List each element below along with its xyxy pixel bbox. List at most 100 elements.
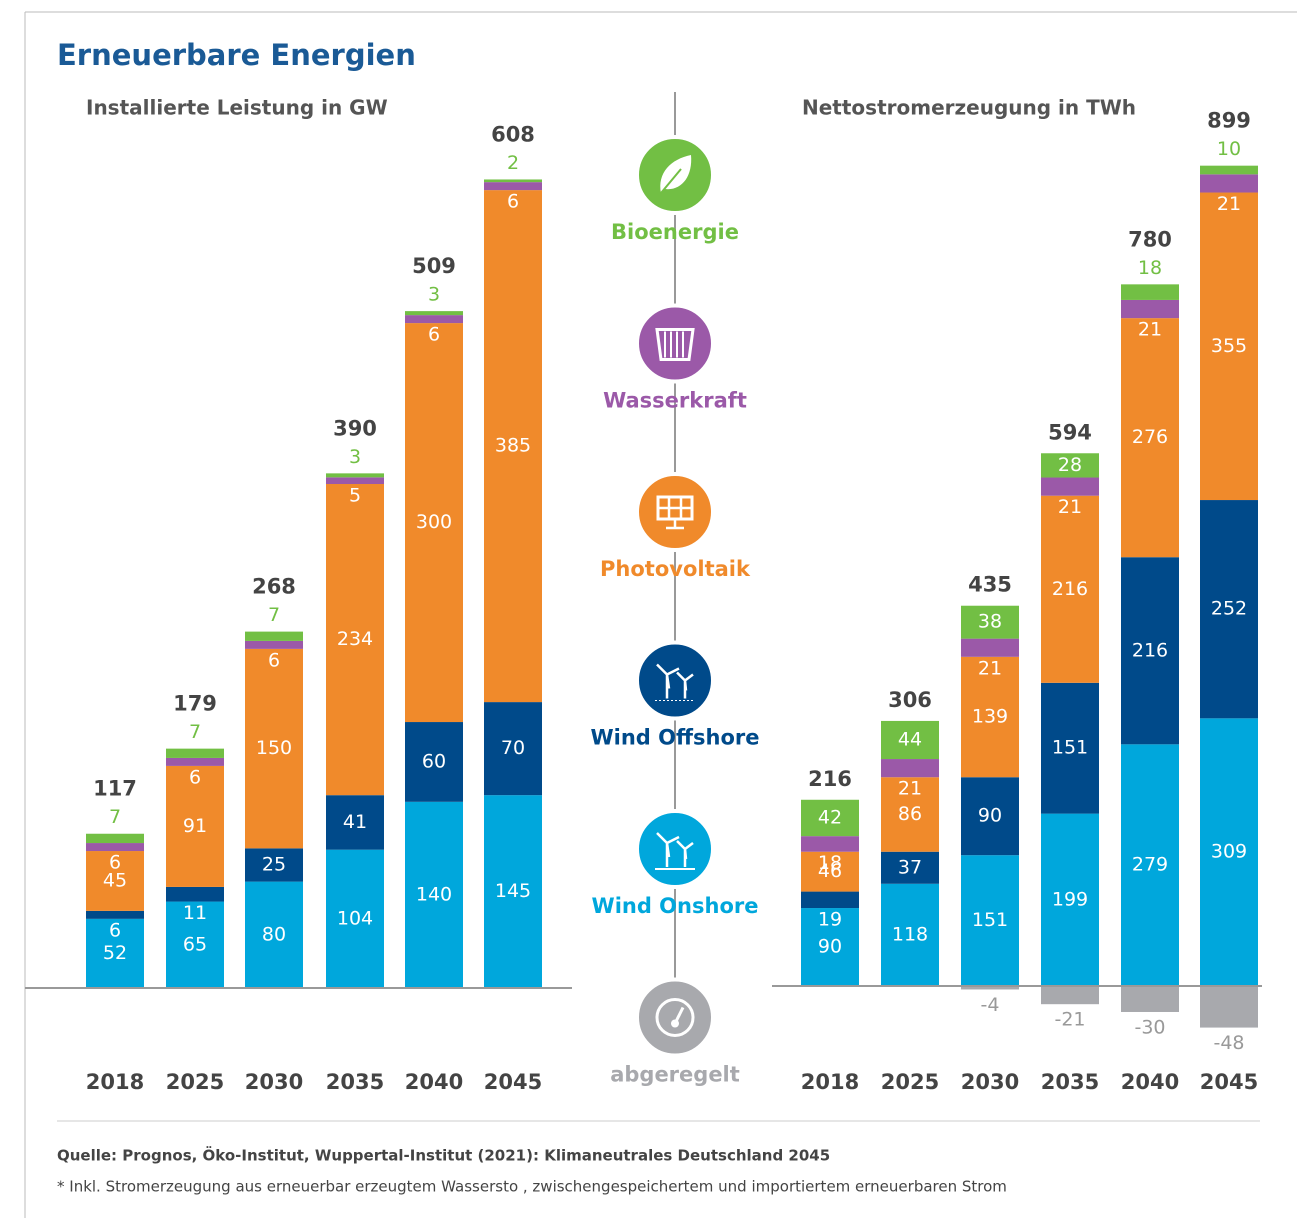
x-tick-label: 2045 — [1200, 1070, 1258, 1094]
bar-segment — [801, 799, 859, 837]
bar-segment: Photovoltaik — [86, 851, 144, 911]
bar-segment — [881, 777, 939, 852]
legend-icon — [635, 472, 715, 552]
value-label: 11 — [183, 902, 207, 924]
footnote: * Inkl. Stromerzeugung aus erneuerbar er… — [57, 1178, 1007, 1196]
value-label: 150 — [256, 737, 292, 759]
value-label: 2 — [507, 152, 519, 174]
legend-circle — [635, 472, 715, 552]
bar-segment — [1200, 500, 1258, 719]
bar-segment: Bioenergie — [326, 473, 384, 478]
bar-segment — [801, 908, 859, 986]
bar-segment — [961, 855, 1019, 986]
total-label: 435 — [968, 573, 1012, 597]
value-label: 19 — [818, 909, 842, 931]
total-label: 509 — [412, 254, 456, 278]
x-tick-label: 2040 — [405, 1070, 463, 1094]
legend-icon — [635, 640, 715, 721]
bar-segment — [1041, 682, 1099, 814]
bar-segment — [1200, 174, 1258, 193]
legend-label: Wind Onshore — [592, 894, 759, 918]
value-label: 252 — [1211, 598, 1247, 620]
value-label: 355 — [1211, 335, 1247, 357]
bar-segment — [1041, 495, 1099, 683]
value-label: 91 — [183, 815, 207, 837]
value-label: 7 — [268, 604, 280, 626]
bar-segment: Bioenergie — [86, 833, 144, 844]
bar-segment: Photovoltaik — [166, 765, 224, 887]
value-label: 385 — [495, 435, 531, 457]
bar-segment: Wasserkraft — [245, 640, 303, 649]
total-label: 899 — [1207, 109, 1251, 133]
value-label: 90 — [978, 805, 1002, 827]
total-label: 390 — [333, 416, 377, 440]
value-label: 41 — [343, 811, 367, 833]
bar-segment — [1041, 477, 1099, 496]
x-tick-label: 2045 — [484, 1070, 542, 1094]
bar-segment — [961, 777, 1019, 856]
value-label: 300 — [416, 511, 452, 533]
bar-segment — [1121, 318, 1179, 558]
value-label: 25 — [262, 853, 286, 875]
legend-circle — [635, 977, 715, 1058]
x-tick-label: 2025 — [881, 1070, 939, 1094]
total-label: 594 — [1048, 420, 1092, 444]
value-label: 70 — [501, 737, 525, 759]
bar-segment — [801, 836, 859, 852]
bar-segment — [1041, 813, 1099, 986]
value-label: 45 — [103, 869, 127, 891]
value-label: 86 — [898, 803, 922, 825]
value-label: 6 — [189, 766, 201, 788]
bar-segment — [1121, 284, 1179, 300]
value-label: 309 — [1211, 841, 1247, 863]
value-label: 7 — [189, 721, 201, 743]
bar-segment — [961, 986, 1019, 990]
x-tick-label: 2030 — [245, 1070, 303, 1094]
bar-segment: Wind Onshore — [405, 801, 463, 988]
value-label: 44 — [898, 728, 922, 750]
x-tick-label: 2035 — [326, 1070, 384, 1094]
subtitle: Installierte Leistung in GW — [86, 96, 388, 120]
value-label: 276 — [1132, 426, 1168, 448]
value-label: 6 — [507, 191, 519, 213]
value-label: 90 — [818, 936, 842, 958]
value-label: 65 — [183, 933, 207, 955]
total-label: 117 — [93, 777, 137, 801]
bar-segment — [881, 851, 939, 884]
bar-segment — [881, 883, 939, 986]
total-label: 179 — [173, 692, 217, 716]
total-label: 268 — [252, 575, 296, 599]
bar-segment — [881, 720, 939, 760]
value-label: 18 — [818, 852, 842, 874]
value-label: 42 — [818, 806, 842, 828]
value-label: 28 — [1058, 454, 1082, 476]
x-tick-label: 2040 — [1121, 1070, 1179, 1094]
bar-segment: Wasserkraft — [166, 757, 224, 766]
x-tick-label: 2018 — [86, 1070, 144, 1094]
value-label: 199 — [1052, 888, 1088, 910]
value-label: 21 — [898, 778, 922, 800]
value-label: 10 — [1217, 138, 1241, 160]
bar-segment — [1121, 986, 1179, 1012]
bar-segment — [1200, 986, 1258, 1028]
bar-segment — [881, 759, 939, 778]
legend-circle — [635, 640, 715, 721]
bar-segment: Bioenergie — [484, 179, 542, 183]
legend-label: Wind Offshore — [591, 726, 760, 750]
value-label: 216 — [1132, 639, 1168, 661]
bar-segment — [1041, 453, 1099, 478]
bar-segment: Wasserkraft — [484, 182, 542, 191]
bar-segment — [961, 638, 1019, 657]
bar-segment — [1200, 165, 1258, 175]
bar-segment: Bioenergie — [166, 748, 224, 758]
bar-segment: Bioenergie — [405, 311, 463, 316]
bar-segment — [801, 851, 859, 892]
value-label: 3 — [349, 446, 361, 468]
value-label: 37 — [898, 856, 922, 878]
value-label: 139 — [972, 706, 1008, 728]
bar-segment — [1200, 192, 1258, 501]
value-label: 6 — [268, 649, 280, 671]
bar-segment: Wind Onshore — [326, 849, 384, 988]
value-label: 216 — [1052, 578, 1088, 600]
